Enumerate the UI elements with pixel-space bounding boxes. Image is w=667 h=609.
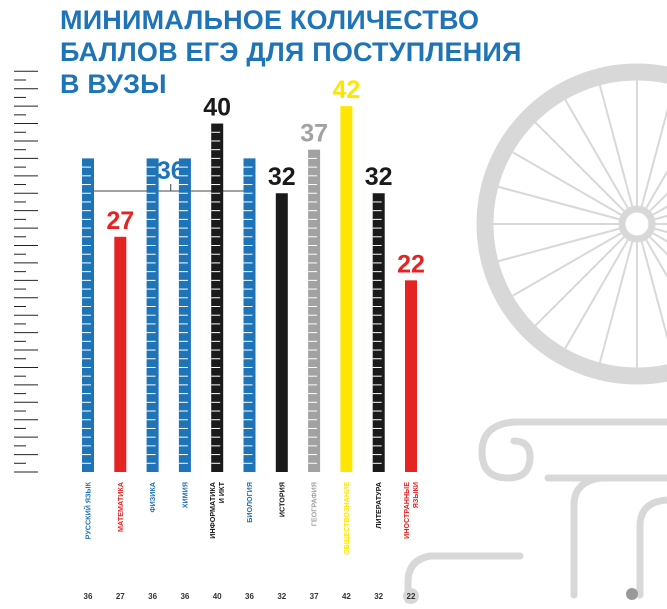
column-ornament-icon: [404, 418, 667, 604]
wheel-spoke: [511, 230, 626, 297]
category-label: ИНОСТРАННЫЕЯЗЫКИ: [402, 482, 420, 539]
bar: [405, 280, 417, 472]
wheel-spoke: [598, 237, 635, 364]
wheel-spoke: [643, 170, 667, 213]
bottom-value-label: 32: [277, 592, 286, 601]
ornament-dots-icon: [626, 588, 638, 600]
bottom-value-label: 36: [84, 592, 93, 601]
wheel-spoke: [564, 98, 631, 213]
bottom-value-label: 40: [213, 592, 222, 601]
wheel-spoke: [646, 233, 667, 256]
category-label: ЛИТЕРАТУРА: [374, 482, 383, 529]
wheel-spoke: [534, 233, 628, 327]
bottom-value-label: 42: [342, 592, 351, 601]
wheel-spoke: [564, 235, 631, 350]
bar-value-label: 27: [106, 207, 134, 235]
wheel-spoke: [598, 84, 635, 211]
bottom-value-label: 32: [374, 592, 383, 601]
category-label: ФИЗИКА: [148, 482, 157, 513]
bar: [308, 149, 321, 472]
category-label: ГЕОГРАФИЯ: [310, 482, 319, 526]
bottom-value-badge: [403, 588, 419, 604]
scale-ruler: [14, 70, 38, 473]
wheel-spoke: [643, 235, 667, 278]
bar: [275, 193, 288, 472]
bicycle-wheel-icon: [476, 63, 667, 385]
category-label: РУССКИЙ ЯЗЫК: [84, 481, 93, 539]
page-title: МИНИМАЛЬНОЕ КОЛИЧЕСТВО БАЛЛОВ ЕГЭ ДЛЯ ПО…: [60, 4, 580, 100]
category-label: МАТЕМАТИКА: [116, 482, 125, 532]
category-label: ИНФОРМАТИКАИ ИКТ: [208, 481, 226, 538]
bar-value-label: 37: [300, 120, 328, 148]
bar-value-label: 22: [397, 250, 425, 278]
title-line-2: БАЛЛОВ ЕГЭ ДЛЯ ПОСТУПЛЕНИЯ: [60, 37, 522, 67]
wheel-spoke: [497, 226, 624, 263]
wheel-spoke: [511, 151, 626, 218]
bottom-value-label: 36: [245, 592, 254, 601]
bar-value-label: 42: [332, 76, 360, 104]
category-label: ИСТОРИЯ: [277, 482, 286, 517]
category-label: БИОЛОГИЯ: [245, 482, 254, 523]
category-label: ОБЩЕСТВОЗНАНИЕ: [342, 482, 351, 555]
bar: [114, 236, 127, 472]
title-line-1: МИНИМАЛЬНОЕ КОЛИЧЕСТВО: [60, 5, 480, 35]
bottom-value-label: 22: [407, 592, 416, 601]
wheel-spoke: [639, 237, 667, 340]
wheel-spoke: [639, 108, 667, 211]
title-line-3: В ВУЗЫ: [60, 69, 167, 99]
bottom-value-label: 27: [116, 592, 125, 601]
bar: [340, 106, 353, 472]
bottom-value-label: 36: [180, 592, 189, 601]
category-label: ХИМИЯ: [180, 482, 189, 508]
wheel-spoke: [646, 192, 667, 215]
bar-value-label: 32: [365, 163, 393, 191]
bottom-value-label: 36: [148, 592, 157, 601]
wheel-spoke: [497, 185, 624, 222]
wheel-spoke: [534, 121, 628, 215]
bottom-value-label: 37: [310, 592, 319, 601]
bar-value-label: 32: [268, 163, 296, 191]
bar-value-label: 40: [203, 94, 231, 122]
